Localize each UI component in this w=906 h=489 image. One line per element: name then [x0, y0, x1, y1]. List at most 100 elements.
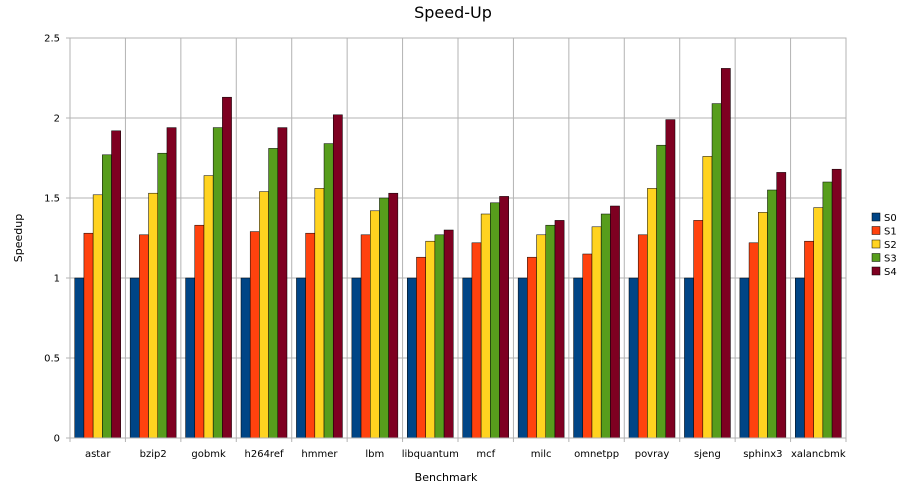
bar-s2-lbm: [370, 210, 380, 439]
bar-s4-omnetpp: [610, 205, 620, 439]
bar-s0-xalancbmk: [795, 277, 805, 439]
bar-s1-povray: [637, 234, 648, 439]
bar-s2-astar: [92, 194, 103, 439]
bar-s1-milc: [527, 256, 537, 439]
bar-s4-astar: [111, 130, 121, 439]
bar-s3-lbm: [379, 197, 389, 439]
x-tick-label: sjeng: [694, 449, 721, 460]
bar-s0-sphinx3: [739, 277, 750, 439]
y-tick-label: 1.5: [44, 194, 60, 205]
bar-s0-astar: [74, 277, 85, 439]
x-tick-label: omnetpp: [574, 449, 619, 460]
bar-s2-hmmer: [314, 188, 325, 439]
axes: 0 0.5 1 1.5 2 2.5 astar bzip2 gobmk h264ref hmmer l…: [44, 34, 847, 460]
legend-swatch-s0: [871, 212, 881, 222]
bar-s2-libquantum: [425, 240, 436, 439]
bar-s1-bzip2: [139, 234, 149, 439]
legend-label-s0: S0: [884, 213, 897, 224]
bar-s3-omnetpp: [600, 213, 611, 439]
bar-s3-xalancbmk: [822, 181, 833, 439]
x-axis-label: Benchmark: [415, 471, 478, 484]
bar-s4-milc: [554, 220, 565, 439]
legend-swatch-s4: [871, 266, 881, 276]
bar-s1-xalancbmk: [804, 240, 814, 439]
legend-swatch-s2: [871, 239, 881, 249]
bar-s1-omnetpp: [582, 253, 593, 439]
y-tick-label: 2: [54, 114, 60, 125]
chart-title: Speed-Up: [414, 3, 492, 22]
bar-s3-astar: [102, 154, 112, 439]
bar-s0-bzip2: [129, 277, 140, 439]
bar-s3-bzip2: [157, 152, 168, 439]
bar-s4-bzip2: [166, 127, 177, 439]
x-tick-label: sphinx3: [743, 449, 782, 460]
bar-s0-libquantum: [407, 277, 417, 439]
bar-s2-omnetpp: [591, 226, 602, 439]
bar-s1-astar: [83, 232, 94, 439]
bars: [74, 68, 842, 439]
bar-s4-hmmer: [332, 114, 343, 439]
x-tick-label: gobmk: [191, 449, 226, 460]
bar-s4-libquantum: [443, 229, 454, 439]
bar-s0-sjeng: [684, 277, 694, 439]
x-tick-label: libquantum: [402, 449, 459, 460]
bar-s4-sphinx3: [776, 172, 787, 439]
bar-s0-lbm: [351, 277, 362, 439]
bar-s3-milc: [545, 224, 556, 439]
bar-s3-gobmk: [212, 127, 223, 439]
bar-s1-h264ref: [249, 231, 260, 439]
y-axis-label: Speedup: [12, 214, 25, 262]
bar-s3-mcf: [490, 202, 500, 439]
bar-s2-sphinx3: [758, 212, 768, 439]
x-tick-label: h264ref: [245, 449, 284, 460]
bar-s0-mcf: [462, 277, 473, 439]
bar-s3-povray: [656, 144, 667, 439]
legend-swatch-s1: [871, 226, 881, 235]
bar-s4-sjeng: [720, 68, 731, 439]
bar-s3-sjeng: [711, 103, 722, 439]
legend-label-s2: S2: [884, 240, 897, 251]
bar-s3-h264ref: [268, 148, 279, 439]
bar-s2-sjeng: [702, 156, 713, 439]
bar-s1-lbm: [360, 234, 371, 439]
legend: S0 S1 S2 S3 S4: [871, 212, 897, 278]
bar-s2-mcf: [480, 213, 491, 439]
y-tick-label: 2.5: [44, 34, 60, 45]
x-tick-label: xalancbmk: [791, 449, 846, 460]
x-tick-label: bzip2: [140, 449, 167, 460]
bar-s2-xalancbmk: [813, 207, 824, 439]
bar-s1-sjeng: [693, 220, 704, 439]
bar-s4-lbm: [388, 192, 399, 439]
x-tick-label: lbm: [365, 449, 384, 460]
bar-s2-bzip2: [148, 192, 158, 439]
bar-s2-h264ref: [259, 191, 269, 439]
bar-s0-gobmk: [185, 277, 196, 439]
plot-border: [69, 37, 847, 439]
legend-label-s1: S1: [884, 227, 897, 238]
bar-s0-omnetpp: [573, 277, 584, 439]
bar-s0-hmmer: [296, 277, 306, 439]
bar-s0-h264ref: [240, 277, 251, 439]
bar-s4-xalancbmk: [831, 168, 842, 439]
bar-s0-milc: [517, 277, 528, 439]
bar-s0-povray: [628, 277, 639, 439]
x-tick-label: milc: [531, 449, 552, 460]
bar-s4-mcf: [499, 196, 509, 439]
legend-label-s4: S4: [884, 267, 897, 278]
bar-s2-gobmk: [203, 175, 214, 439]
bar-s1-gobmk: [194, 224, 205, 439]
bar-s1-sphinx3: [748, 242, 759, 439]
bar-s2-povray: [647, 188, 657, 439]
bar-s4-h264ref: [277, 127, 288, 439]
bar-s4-gobmk: [222, 96, 232, 439]
bar-s3-libquantum: [434, 234, 445, 439]
bar-s1-libquantum: [416, 256, 426, 439]
bar-s3-sphinx3: [767, 189, 777, 439]
bar-s1-hmmer: [305, 232, 316, 439]
y-tick-label: 0: [54, 434, 60, 445]
y-tick-label: 0.5: [44, 354, 60, 365]
legend-swatch-s3: [871, 253, 881, 262]
x-tick-label: povray: [635, 449, 670, 460]
